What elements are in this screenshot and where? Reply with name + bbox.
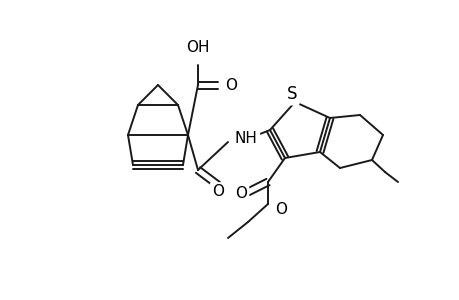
Text: O: O: [235, 185, 246, 200]
Text: NH: NH: [235, 130, 257, 146]
Text: O: O: [212, 184, 224, 200]
Text: OH: OH: [186, 40, 209, 55]
Text: O: O: [274, 202, 286, 217]
Text: O: O: [224, 77, 236, 92]
Text: S: S: [286, 85, 297, 103]
